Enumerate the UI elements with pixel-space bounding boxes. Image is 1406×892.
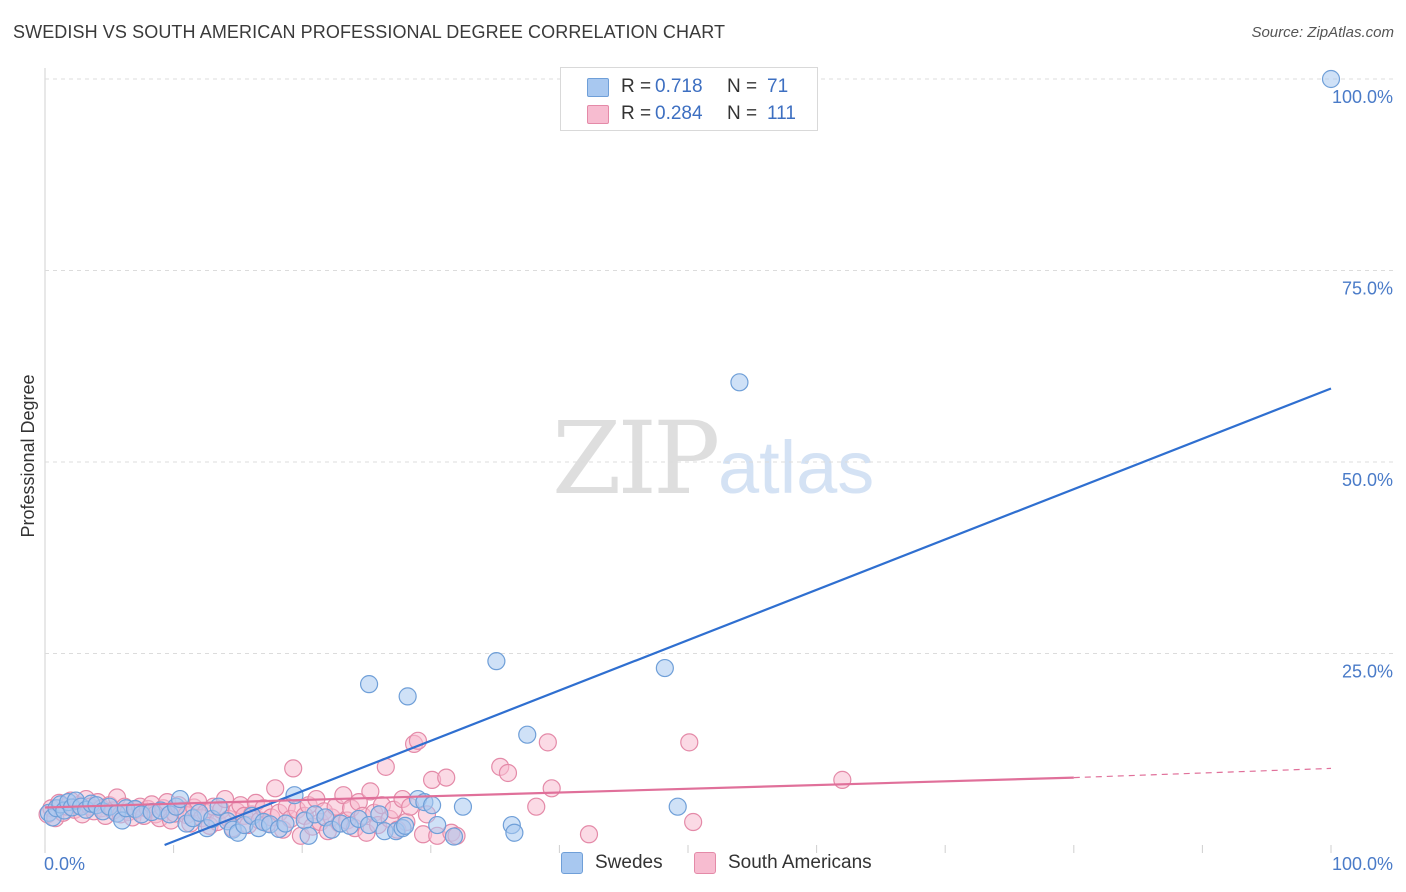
- swedes-point: [444, 827, 464, 846]
- swedes-point: [276, 814, 295, 833]
- legend-swatch-swedes: [587, 77, 609, 97]
- legend-n-label: N =: [727, 76, 758, 97]
- legend-n-value: 111: [767, 103, 796, 124]
- legend-r-label: R =: [621, 76, 652, 97]
- legend-label-south-americans: South Americans: [728, 852, 872, 873]
- south-american-point: [579, 825, 599, 844]
- legend-item-south-americans[interactable]: South Americans: [694, 852, 872, 874]
- swedes-point: [299, 826, 318, 845]
- legend-label-swedes: Swedes: [595, 852, 663, 873]
- swedes-point: [395, 816, 415, 835]
- south-american-point: [361, 782, 380, 801]
- y-tick-label: 25.0%: [1342, 662, 1393, 682]
- legend-r-value: 0.718: [655, 76, 703, 97]
- watermark-atlas: atlas: [718, 426, 875, 509]
- stats-legend: R = 0.718 N = 71 R = 0.284 N = 111: [560, 67, 818, 131]
- swedes-point: [668, 797, 687, 816]
- swedes-point: [422, 796, 442, 815]
- legend-r-label: R =: [621, 103, 652, 124]
- legend-item-swedes[interactable]: Swedes: [561, 852, 663, 874]
- swedes-point: [518, 725, 537, 744]
- south-american-point: [542, 779, 561, 798]
- source-label: Source: ZipAtlas.com: [1251, 24, 1394, 41]
- swedes-point: [209, 797, 228, 816]
- legend-n-label: N =: [727, 103, 758, 124]
- legend-n-value: 71: [767, 76, 789, 97]
- legend-swatch-south-americans: [587, 104, 609, 124]
- legend-swatch-swedes: [561, 852, 583, 874]
- swedes-point: [1321, 69, 1341, 89]
- y-tick-label: 50.0%: [1342, 470, 1393, 490]
- y-tick-label: 100.0%: [1332, 87, 1393, 107]
- south-american-point: [266, 779, 285, 798]
- south-american-trend-line: [44, 776, 1074, 809]
- swedes-point: [505, 823, 524, 842]
- y-tick-label: 75.0%: [1342, 279, 1393, 299]
- south-american-point: [833, 770, 852, 789]
- legend-swatch-south-americans: [694, 852, 716, 874]
- legend-row-south-americans: R = 0.284 N = 111: [561, 100, 796, 128]
- swedes-point: [359, 675, 379, 694]
- legend-r-value: 0.284: [655, 103, 703, 124]
- south-american-point: [498, 763, 518, 783]
- x-tick-label: 100.0%: [1332, 854, 1393, 874]
- swedes-point: [655, 658, 674, 678]
- swedes-point: [428, 815, 447, 835]
- south-american-point: [284, 759, 303, 778]
- legend-row-swedes: R = 0.718 N = 71: [561, 73, 788, 101]
- swedes-point: [730, 373, 749, 392]
- south-american-trend-line-extension: [1073, 767, 1332, 779]
- watermark-zip: ZIP: [552, 400, 720, 517]
- swedes-point: [487, 652, 506, 671]
- south-american-point: [538, 733, 557, 752]
- swedes-point: [398, 687, 417, 706]
- swedes-point: [453, 797, 473, 816]
- south-american-point: [437, 768, 456, 787]
- swedes-point: [370, 805, 389, 824]
- swedes-point: [170, 789, 190, 809]
- swedes-trend-line: [164, 387, 1332, 847]
- y-axis-label: Professional Degree: [18, 374, 38, 537]
- chart-title: SWEDISH VS SOUTH AMERICAN PROFESSIONAL D…: [13, 22, 726, 42]
- south-american-point: [527, 797, 546, 816]
- south-american-point: [680, 733, 699, 752]
- x-tick-label: 0.0%: [44, 854, 85, 874]
- south-american-point: [684, 812, 703, 832]
